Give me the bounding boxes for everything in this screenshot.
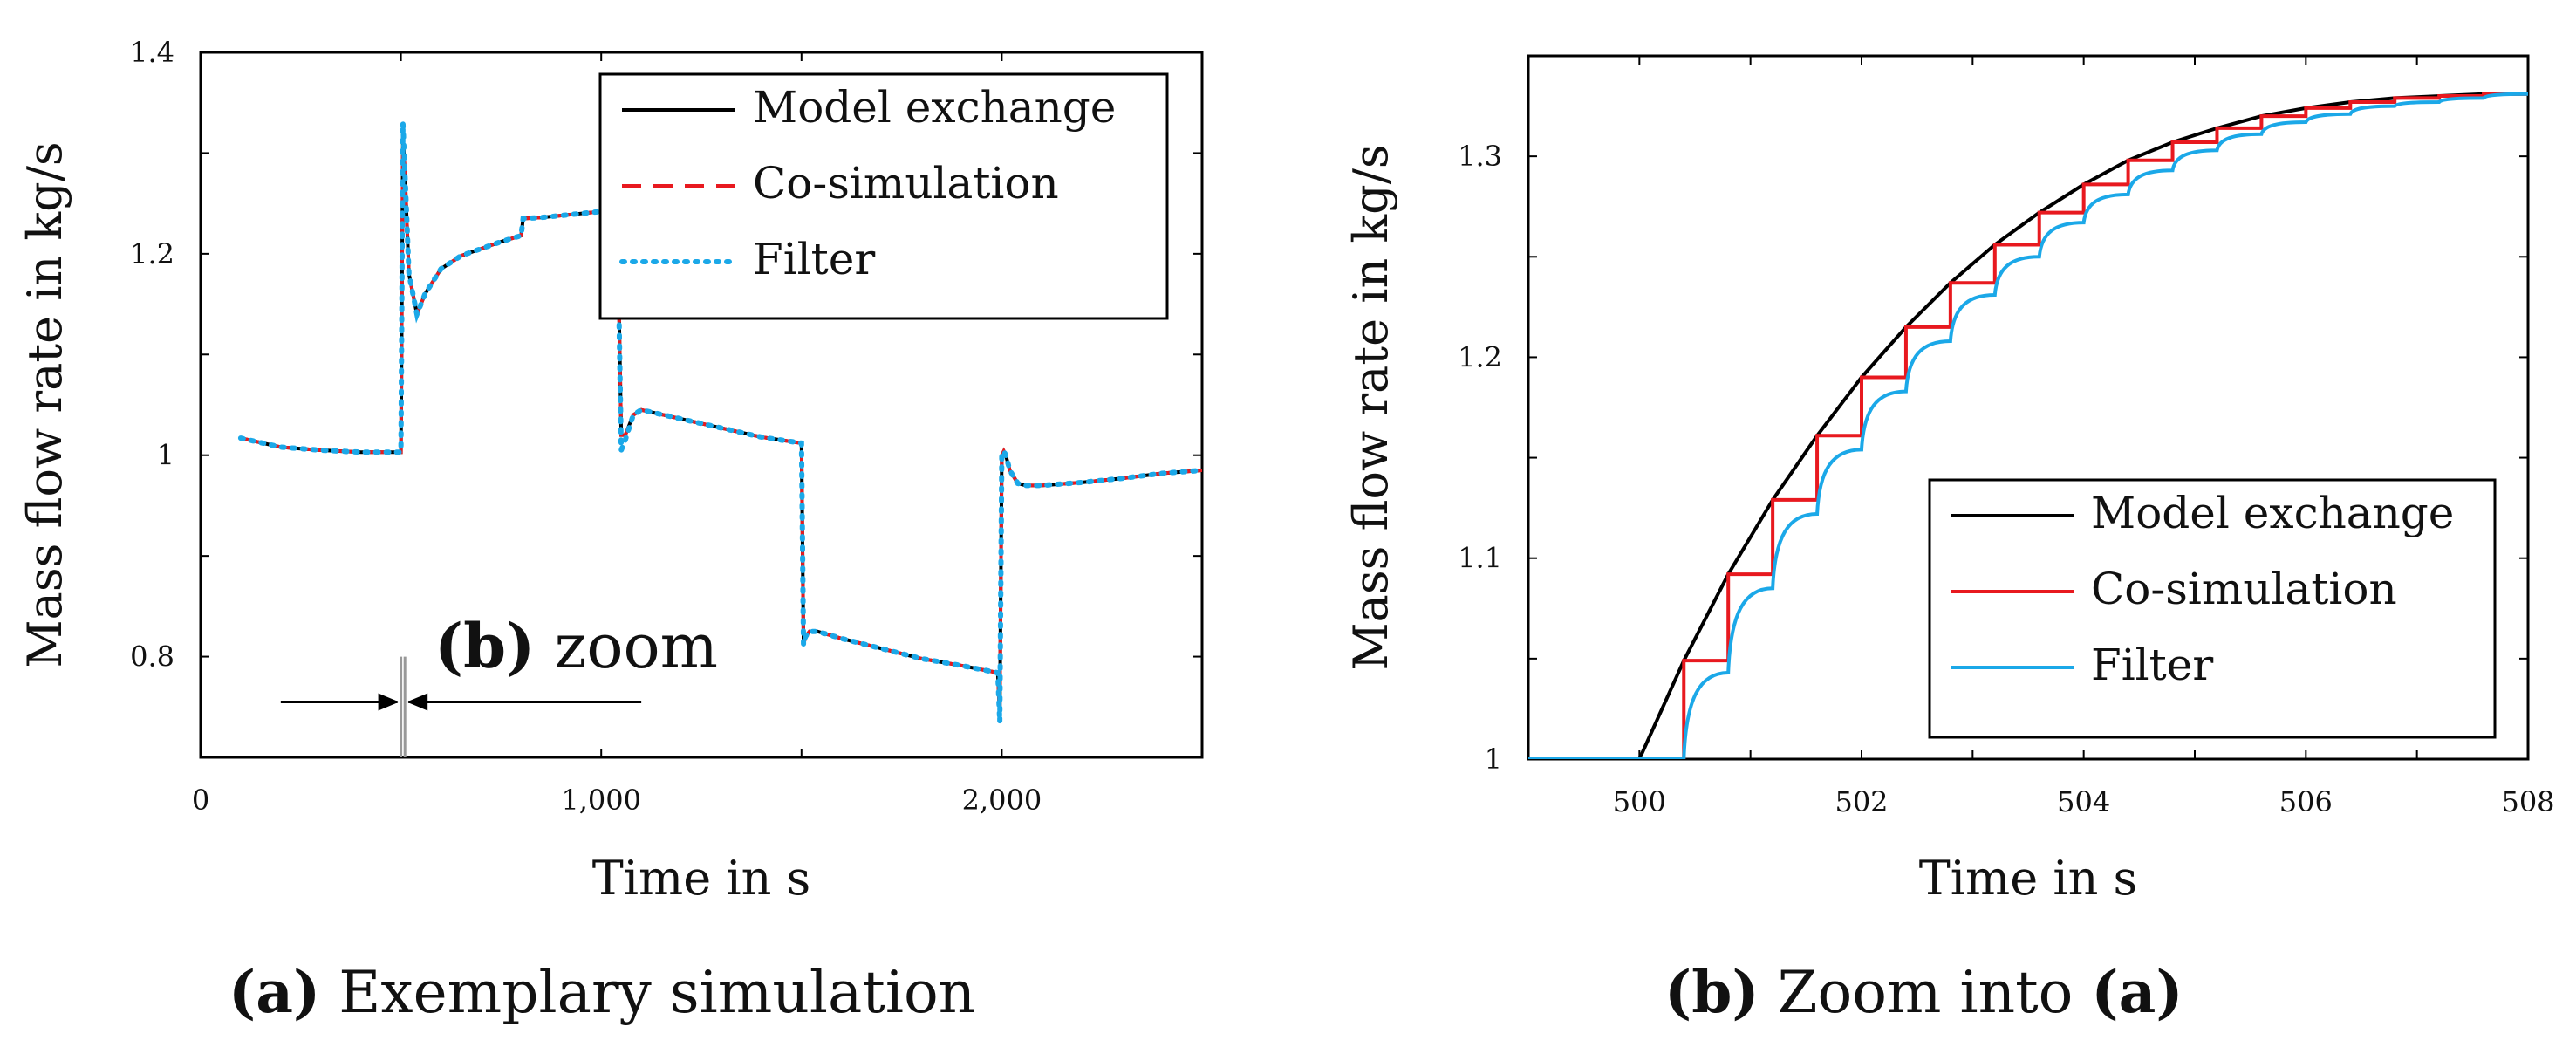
x-tick-label: 0 (192, 784, 209, 817)
legend-entry: Model exchange (753, 82, 1116, 133)
x-tick-label: 2,000 (962, 784, 1042, 817)
y-axis-label: Mass flow rate in kg/s (17, 141, 72, 667)
x-axis-label: Time in s (592, 851, 811, 906)
caption-b-label: (b) (1664, 958, 1759, 1026)
y-tick-label: 1 (1485, 743, 1502, 776)
plot-frame (199, 51, 1204, 759)
y-tick-label: 1.3 (1458, 140, 1502, 173)
x-tick-label: 1,000 (561, 784, 641, 817)
zoom-annotation-prefix: (b) (434, 610, 535, 682)
caption-a-text: Exemplary simulation (338, 959, 976, 1026)
series-line-co-simulation (1528, 92, 2528, 759)
caption-a: (a) Exemplary simulation (229, 958, 975, 1026)
y-tick-label: 1 (157, 439, 174, 472)
y-axis-label: Mass flow rate in kg/s (1343, 144, 1398, 670)
x-tick-label: 502 (1835, 785, 1888, 818)
legend-entry: Model exchange (2091, 488, 2454, 538)
y-tick-label: 1.1 (1458, 542, 1502, 575)
plot-frame (1527, 54, 2530, 761)
legend-box (1928, 478, 2497, 739)
legend-entry: Filter (753, 234, 875, 284)
series-line-filter (1528, 92, 2528, 759)
caption-a-label: (a) (229, 958, 321, 1026)
caption-b-text: Zoom into (1777, 959, 2074, 1026)
legend-entry: Co-simulation (753, 158, 1059, 209)
y-tick-label: 1.4 (130, 36, 174, 69)
legend-entry: Filter (2091, 640, 2213, 690)
series-line-filter (237, 122, 1202, 722)
legend-box (598, 72, 1169, 320)
legend-entry: Co-simulation (2091, 564, 2397, 614)
x-tick-label: 504 (2057, 785, 2110, 818)
y-tick-label: 1.2 (1458, 340, 1502, 373)
x-tick-label: 508 (2501, 785, 2554, 818)
y-tick-label: 0.8 (130, 640, 174, 674)
x-tick-label: 506 (2279, 785, 2333, 818)
chart-b: 500 502 504 506 508 1 1.1 1.2 1.3 Time in s Mass f… (1343, 54, 2555, 906)
zoom-arrow-right-head (407, 693, 428, 711)
caption-b-ref: (a) (2091, 958, 2183, 1026)
y-tick-label: 1.2 (130, 237, 174, 270)
series-line-model-exchange (1528, 92, 2528, 759)
zoom-annotation: (b) zoom (434, 610, 718, 682)
chart-a: 0 1,000 2,000 0.8 1 1.2 1.4 Time in s Mass flow … (17, 36, 1204, 906)
x-tick-label: 500 (1613, 785, 1666, 818)
zoom-annotation-text: zoom (535, 611, 718, 682)
zoom-arrow-left-head (378, 693, 400, 711)
caption-b: (b) Zoom into (a) (1664, 958, 2183, 1026)
x-axis-label: Time in s (1919, 851, 2138, 906)
